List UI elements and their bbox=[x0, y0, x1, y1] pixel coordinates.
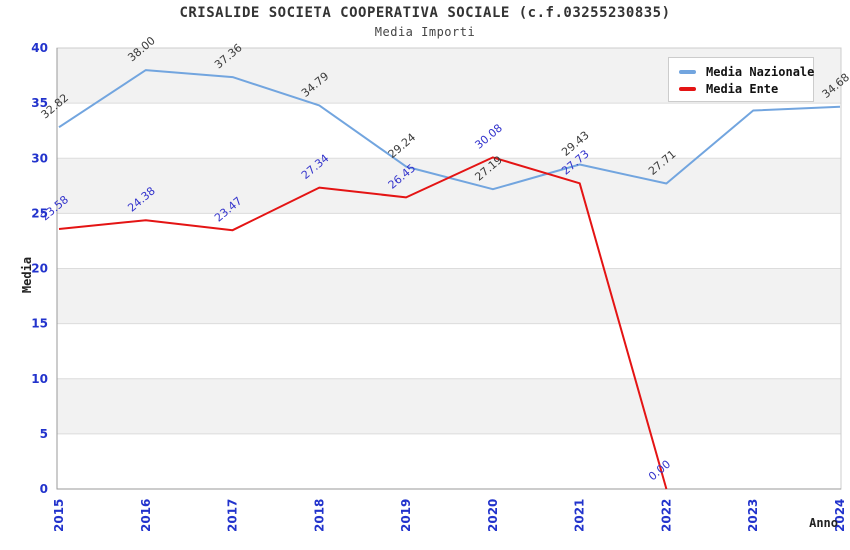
series-line bbox=[58, 156, 668, 490]
plot-band bbox=[57, 268, 841, 324]
y-tick-label: 5 bbox=[40, 427, 48, 441]
plot-band bbox=[57, 158, 841, 214]
plot-band bbox=[57, 433, 841, 489]
legend-label: Media Ente bbox=[706, 81, 779, 96]
axis-lines bbox=[56, 48, 841, 490]
x-tick-label: 2015 bbox=[52, 499, 66, 532]
y-axis-ticks: 0 5 10 15 20 25 30 35 40 bbox=[31, 41, 48, 496]
y-tick-label: 25 bbox=[31, 206, 48, 220]
chart-legend: Media Nazionale Media Ente bbox=[668, 57, 814, 102]
y-tick-label: 40 bbox=[31, 41, 48, 55]
y-tick-label: 30 bbox=[31, 151, 48, 165]
y-tick-label: 20 bbox=[31, 262, 48, 276]
legend-item-media-nazionale: Media Nazionale bbox=[679, 63, 815, 80]
x-tick-label: 2019 bbox=[399, 499, 413, 532]
plot-band bbox=[57, 103, 841, 159]
x-tick-label: 2016 bbox=[139, 499, 153, 532]
legend-item-media-ente: Media Ente bbox=[679, 80, 813, 97]
plot-band bbox=[57, 378, 841, 434]
plot-band bbox=[57, 213, 841, 269]
series-media-ente bbox=[58, 156, 668, 490]
chart-subtitle: Media Importi bbox=[374, 25, 476, 39]
media-nazionale-line-swatch-icon bbox=[679, 69, 696, 74]
chart-title: CRISALIDE SOCIETA COOPERATIVA SOCIALE (c… bbox=[179, 5, 671, 21]
x-tick-label: 2017 bbox=[226, 499, 240, 532]
x-tick-label: 2021 bbox=[573, 499, 587, 532]
plot-band bbox=[57, 323, 841, 379]
plot-bands bbox=[57, 48, 841, 489]
x-tick-label: 2023 bbox=[746, 499, 760, 532]
media-ente-line-swatch-icon bbox=[679, 86, 696, 91]
gridlines bbox=[57, 102, 841, 435]
y-tick-label: 0 bbox=[40, 482, 48, 496]
x-tick-label: 2018 bbox=[312, 499, 326, 532]
y-tick-label: 15 bbox=[31, 317, 48, 331]
y-axis-title: Media bbox=[20, 257, 34, 293]
x-tick-label: 2024 bbox=[833, 499, 847, 532]
legend-label: Media Nazionale bbox=[706, 64, 815, 79]
x-tick-label: 2022 bbox=[659, 499, 673, 532]
x-tick-label: 2020 bbox=[486, 499, 500, 532]
y-tick-label: 35 bbox=[31, 96, 48, 110]
y-tick-label: 10 bbox=[31, 372, 48, 386]
x-axis-ticks: 2015 2016 2017 2018 2019 2020 2021 2022 2023 2024 bbox=[52, 499, 847, 532]
x-axis-title: Anno bbox=[809, 516, 838, 530]
